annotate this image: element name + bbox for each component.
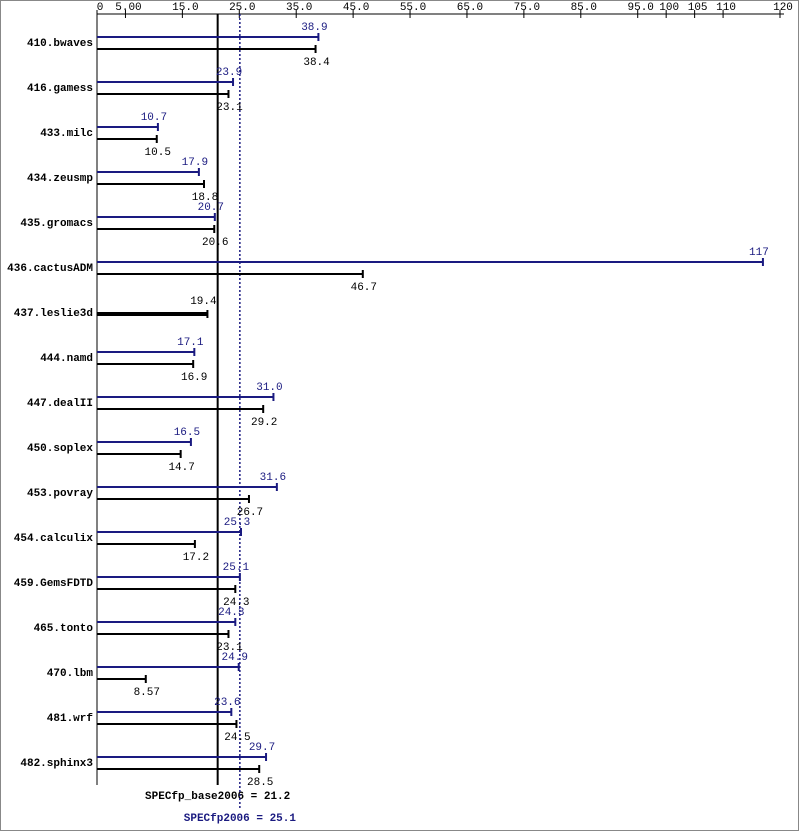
value-label: 31.6 xyxy=(260,472,286,484)
x-tick-label: 25.0 xyxy=(229,2,255,14)
value-label: 20.6 xyxy=(202,237,228,249)
x-tick-label: 120 xyxy=(773,2,793,14)
value-label: 23.1 xyxy=(216,102,243,114)
x-tick-label: 100 xyxy=(659,2,679,14)
x-tick-label: 45.0 xyxy=(343,2,369,14)
value-label: 23.6 xyxy=(214,697,240,709)
value-label: 24.3 xyxy=(218,607,244,619)
x-tick-label: 110 xyxy=(716,2,736,14)
value-label: 38.4 xyxy=(303,57,330,69)
category-label: 447.dealII xyxy=(27,398,93,410)
category-label: 453.povray xyxy=(27,488,93,500)
value-label: 23.9 xyxy=(216,67,242,79)
category-label: 437.leslie3d xyxy=(14,308,93,320)
category-label: 436.cactusADM xyxy=(7,263,93,275)
reference-label: SPECfp_base2006 = 21.2 xyxy=(145,791,290,803)
reference-label: SPECfp2006 = 25.1 xyxy=(184,813,297,825)
value-label: 24.3 xyxy=(223,597,249,609)
category-label: 459.GemsFDTD xyxy=(14,578,94,590)
value-label: 117 xyxy=(749,247,769,259)
category-label: 410.bwaves xyxy=(27,38,93,50)
category-label: 433.milc xyxy=(40,128,93,140)
x-tick-label: 105 xyxy=(688,2,708,14)
value-label: 18.8 xyxy=(192,192,218,204)
category-label: 454.calculix xyxy=(14,533,94,545)
category-label: 481.wrf xyxy=(47,713,94,725)
value-label: 24.9 xyxy=(222,652,248,664)
value-label: 17.9 xyxy=(182,157,208,169)
value-label: 17.2 xyxy=(183,552,209,564)
value-label: 16.9 xyxy=(181,372,207,384)
value-label: 26.7 xyxy=(237,507,263,519)
x-tick-label: 55.0 xyxy=(400,2,426,14)
value-label: 46.7 xyxy=(351,282,377,294)
value-label: 25.3 xyxy=(224,517,250,529)
category-label: 482.sphinx3 xyxy=(20,758,93,770)
value-label: 17.1 xyxy=(177,337,204,349)
category-label: 465.tonto xyxy=(34,623,94,635)
category-label: 434.zeusmp xyxy=(27,173,93,185)
category-label: 450.soplex xyxy=(27,443,93,455)
category-label: 416.gamess xyxy=(27,83,93,95)
x-tick-label: 85.0 xyxy=(571,2,597,14)
value-label: 16.5 xyxy=(174,427,200,439)
x-tick-label: 0 xyxy=(97,2,104,14)
x-tick-label: 65.0 xyxy=(457,2,483,14)
category-label: 444.namd xyxy=(40,353,93,365)
x-tick-label: 75.0 xyxy=(514,2,540,14)
value-label: 25.1 xyxy=(223,562,250,574)
value-label: 14.7 xyxy=(168,462,194,474)
value-label: 29.2 xyxy=(251,417,277,429)
value-label: 19.4 xyxy=(190,296,217,308)
x-tick-label: 35.0 xyxy=(286,2,312,14)
value-label: 10.5 xyxy=(145,147,171,159)
value-label: 28.5 xyxy=(247,777,273,789)
value-label: 8.57 xyxy=(134,687,160,699)
value-label: 10.7 xyxy=(141,112,167,124)
value-label: 38.9 xyxy=(301,22,327,34)
x-tick-label: 15.0 xyxy=(172,2,198,14)
value-label: 31.0 xyxy=(256,382,282,394)
value-label: 23.1 xyxy=(216,642,243,654)
category-label: 470.lbm xyxy=(47,668,94,680)
category-label: 435.gromacs xyxy=(20,218,93,230)
value-label: 20.7 xyxy=(198,202,224,214)
value-label: 29.7 xyxy=(249,742,275,754)
x-tick-label: 95.0 xyxy=(628,2,654,14)
value-label: 24.5 xyxy=(224,732,250,744)
x-tick-label: 5.00 xyxy=(115,2,141,14)
